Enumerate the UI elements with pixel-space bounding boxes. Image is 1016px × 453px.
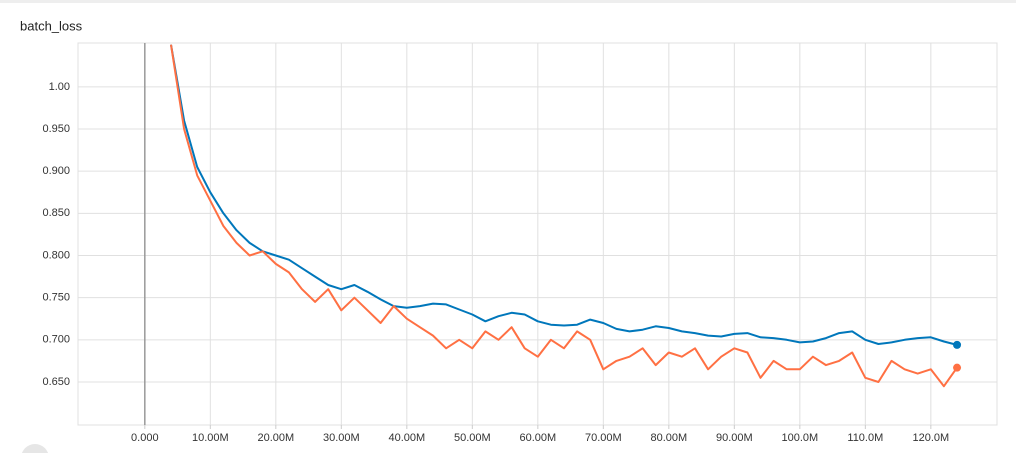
last-point xyxy=(953,340,962,349)
y-tick-label: 0.700 xyxy=(42,334,70,346)
grid xyxy=(78,43,997,429)
x-tick-label: 10.00M xyxy=(192,432,229,444)
x-tick-label: 50.00M xyxy=(454,432,491,444)
plot-area xyxy=(170,44,958,388)
y-tick-label: 0.650 xyxy=(42,376,70,388)
top-bar xyxy=(0,0,1016,3)
y-tick-label: 0.800 xyxy=(42,249,70,261)
last-point xyxy=(953,363,962,372)
y-tick-label: 0.950 xyxy=(42,123,70,135)
x-tick-label: 40.00M xyxy=(388,432,425,444)
x-tick-label: 100.0M xyxy=(781,432,818,444)
x-tick-label: 20.00M xyxy=(257,432,294,444)
corner-button[interactable] xyxy=(21,444,49,453)
x-tick-label: 30.00M xyxy=(323,432,360,444)
x-tick-label: 0.000 xyxy=(131,432,159,444)
y-tick-label: 0.850 xyxy=(42,207,70,219)
chart-title: batch_loss xyxy=(20,18,83,33)
x-tick-label: 90.00M xyxy=(716,432,753,444)
y-tick-label: 1.00 xyxy=(49,81,70,93)
x-tick-label: 70.00M xyxy=(585,432,622,444)
series-line xyxy=(170,44,958,346)
x-tick-label: 60.00M xyxy=(519,432,556,444)
x-tick-label: 80.00M xyxy=(650,432,687,444)
x-tick-label: 120.0M xyxy=(912,432,949,444)
x-tick-label: 110.0M xyxy=(847,432,883,444)
y-tick-label: 0.750 xyxy=(42,292,70,304)
y-tick-label: 0.900 xyxy=(42,165,70,177)
series-line xyxy=(170,44,958,388)
